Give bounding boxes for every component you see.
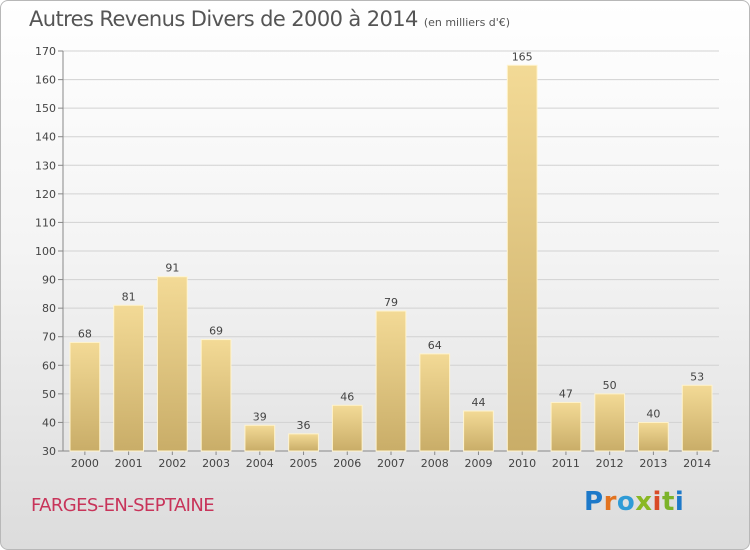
y-tick-label: 150 [35, 102, 56, 115]
data-label: 69 [209, 325, 223, 338]
logo-letter: r [603, 487, 617, 517]
place-name: FARGES-EN-SEPTAINE [31, 495, 215, 516]
data-label: 36 [297, 419, 311, 432]
data-label: 46 [340, 390, 354, 403]
bar [244, 424, 276, 452]
y-tick-label: 50 [42, 388, 56, 401]
logo-letter: i [674, 487, 685, 517]
bar [419, 353, 451, 452]
y-tick-label: 40 [42, 416, 56, 429]
x-tick-label: 2014 [683, 457, 711, 470]
chart-subtitle: (en milliers d'€) [423, 16, 511, 29]
bar [288, 433, 319, 452]
data-label: 165 [512, 50, 533, 63]
bar [200, 339, 232, 452]
y-tick-label: 100 [35, 245, 56, 258]
y-tick-label: 120 [35, 188, 56, 201]
y-tick-label: 110 [35, 216, 56, 229]
bar [331, 404, 363, 452]
data-label: 68 [78, 327, 92, 340]
x-tick-label: 2010 [508, 457, 536, 470]
bar [506, 64, 538, 452]
bar [463, 410, 494, 452]
data-label: 64 [428, 339, 442, 352]
x-tick-label: 2002 [158, 457, 186, 470]
x-tick-label: 2003 [202, 457, 230, 470]
bar [113, 304, 144, 452]
x-tick-label: 2011 [552, 457, 580, 470]
bar [550, 401, 582, 452]
x-tick-label: 2001 [115, 457, 143, 470]
data-label: 40 [646, 407, 660, 420]
bar [681, 384, 713, 452]
data-labels: 68 81 91 69 39 36 46 79 64 44 165 47 50 40 53 [78, 50, 704, 432]
y-tick-label: 90 [42, 274, 56, 287]
data-label: 53 [690, 370, 704, 383]
y-tick-label: 130 [35, 159, 56, 172]
bar [638, 421, 669, 452]
data-label: 44 [471, 396, 485, 409]
x-tick-label: 2007 [377, 457, 405, 470]
y-tick-label: 170 [35, 45, 56, 58]
bar [69, 341, 101, 452]
x-tick-label: 2012 [596, 457, 624, 470]
bars [69, 64, 713, 452]
x-tick-label: 2005 [290, 457, 318, 470]
chart-title-text: Autres Revenus Divers de 2000 à 2014 [29, 7, 418, 31]
logo-letter: P [584, 487, 604, 517]
x-tick-label: 2000 [71, 457, 99, 470]
bar [594, 393, 626, 452]
y-tick-label: 80 [42, 302, 56, 315]
proxiti-logo: Proxiti [584, 487, 684, 517]
logo-letter: i [652, 487, 662, 517]
bar [375, 310, 407, 452]
y-tick-label: 70 [42, 331, 56, 344]
x-tick-labels: 2000 2001 2002 2003 2004 2005 2006 2007 2008 2009… [71, 457, 711, 470]
y-tick-label: 60 [42, 359, 56, 372]
chart-title: Autres Revenus Divers de 2000 à 2014 (en … [29, 7, 510, 31]
x-tick-label: 2013 [639, 457, 667, 470]
data-label: 39 [253, 410, 267, 423]
y-tick-label: 140 [35, 131, 56, 144]
x-tick-label: 2004 [246, 457, 274, 470]
data-label: 47 [559, 387, 573, 400]
data-label: 81 [122, 290, 136, 303]
data-label: 91 [165, 262, 179, 275]
data-label: 79 [384, 296, 398, 309]
logo-letter: x [635, 487, 653, 517]
data-label: 50 [603, 379, 617, 392]
logo-letter: t [661, 487, 675, 517]
y-tick-labels: 30 40 50 60 70 80 90 100 110 120 130 140 150 160 170 [35, 45, 56, 458]
y-tick-label: 160 [35, 74, 56, 87]
bar [156, 276, 188, 452]
x-tick-label: 2008 [421, 457, 449, 470]
x-tick-label: 2006 [333, 457, 361, 470]
logo-letter: o [616, 487, 636, 517]
y-tick-label: 30 [42, 445, 56, 458]
x-tick-label: 2009 [464, 457, 492, 470]
